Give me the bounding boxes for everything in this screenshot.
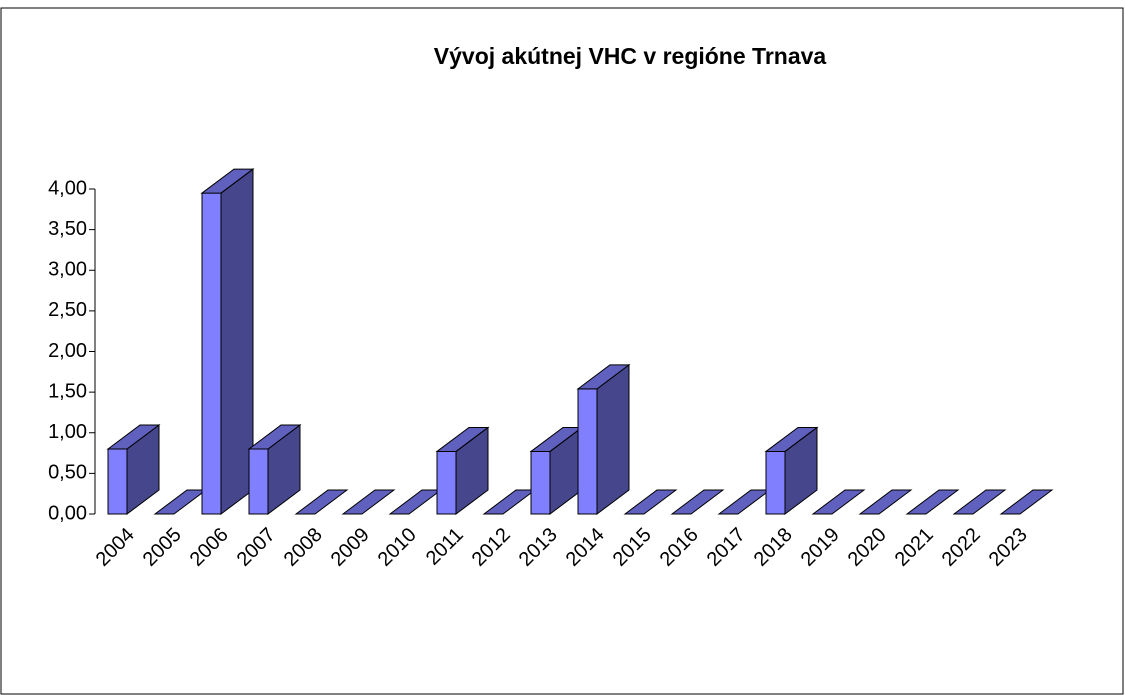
y-tick-label: 3,50: [48, 218, 87, 240]
bar-front: [107, 448, 128, 515]
bar-top: [811, 489, 866, 515]
y-tick-label: 2,00: [48, 340, 87, 362]
bar-top: [576, 364, 631, 390]
chart-border: [0, 7, 1124, 695]
bar-top: [435, 426, 490, 452]
bar-top: [858, 489, 913, 515]
bar-front: [530, 450, 551, 515]
bar-top: [952, 489, 1007, 515]
chart-title: Vývoj akútnej VHC v regióne Trnava: [434, 43, 827, 69]
y-tick-label: 1,50: [48, 380, 87, 402]
bar-front: [201, 192, 222, 515]
y-tick-label: 2,50: [48, 299, 87, 321]
bar-top: [106, 424, 161, 450]
y-tick-label: 3,00: [48, 259, 87, 281]
y-tick-label: 1,00: [48, 421, 87, 443]
bar-front: [248, 448, 269, 515]
y-tick-label: 0,00: [48, 502, 87, 524]
bar-top: [623, 489, 678, 515]
bar-top: [999, 489, 1054, 515]
bar-front: [436, 450, 457, 515]
bar-front: [765, 450, 786, 515]
bar-top: [247, 424, 302, 450]
bar-front: [577, 388, 598, 515]
y-tick-label: 0,50: [48, 462, 87, 484]
bar-top: [670, 489, 725, 515]
bar-side: [596, 363, 630, 515]
y-tick-label: 4,00: [48, 177, 87, 199]
bar-top: [905, 489, 960, 515]
bar-top: [764, 426, 819, 452]
bar-top: [294, 489, 349, 515]
bar-top: [200, 168, 255, 194]
bar-top: [341, 489, 396, 515]
bar-side: [220, 168, 254, 515]
